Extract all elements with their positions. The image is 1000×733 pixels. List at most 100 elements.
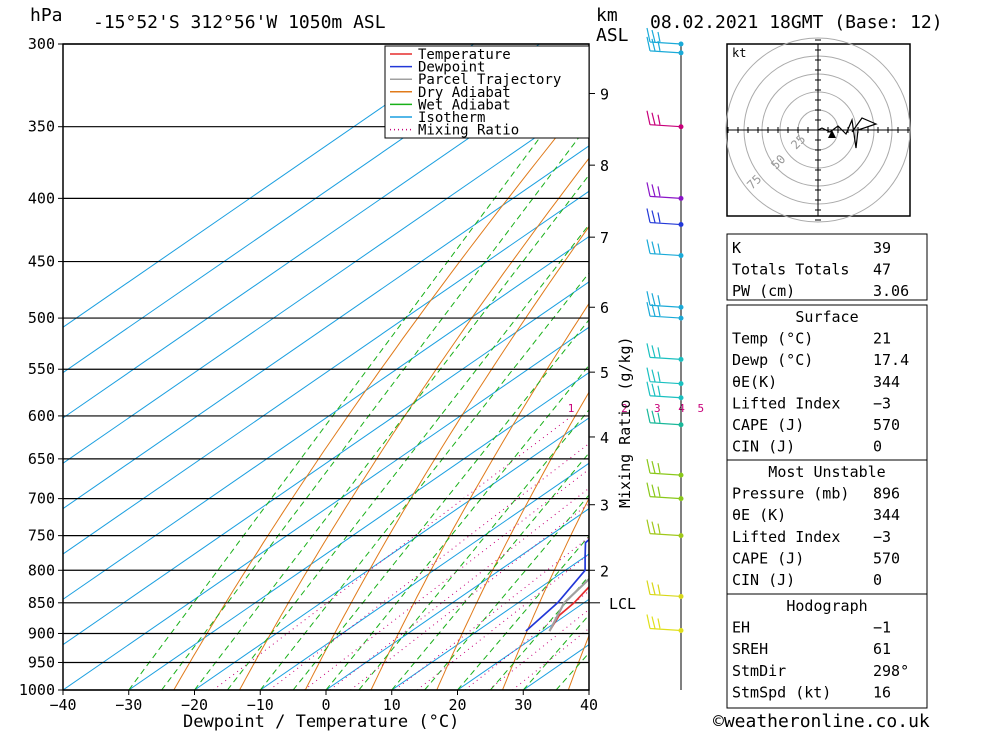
mixing-ratio-line xyxy=(213,415,573,690)
stat-value: 39 xyxy=(873,239,891,257)
stat-label: StmDir xyxy=(732,662,786,680)
isotherm-line xyxy=(63,99,589,464)
stat-label: StmSpd (kt) xyxy=(732,683,831,701)
wet-adiabat-line xyxy=(161,123,589,690)
stat-label: CAPE (J) xyxy=(732,549,804,567)
pressure-tick-label: 850 xyxy=(28,594,55,612)
legend-box xyxy=(384,45,590,139)
wet-adiabat-line xyxy=(128,70,589,690)
stat-value: 344 xyxy=(873,506,900,524)
isotherm-line xyxy=(63,190,589,555)
mixing-ratio-label: 5 xyxy=(698,402,705,415)
pressure-axis: 300 350 400 450 500 550 600 650 700 750 800 850 900 9… xyxy=(19,35,63,699)
wind-barb xyxy=(646,182,682,199)
stat-label: CIN (J) xyxy=(732,438,795,456)
isotherm-line xyxy=(259,462,589,690)
isotherm-line xyxy=(63,145,589,510)
stat-value: 47 xyxy=(873,261,891,279)
pressure-tick-label: 600 xyxy=(28,407,55,425)
wind-barb-dot xyxy=(678,304,684,310)
stat-label: Dewp (°C) xyxy=(732,351,813,369)
stat-label: θE (K) xyxy=(732,506,786,524)
stat-label: CIN (J) xyxy=(732,571,795,589)
stat-label: SREH xyxy=(732,640,768,658)
isotherm-line xyxy=(63,54,589,419)
wind-barb-dot xyxy=(678,50,684,56)
legend-label: Dewpoint xyxy=(418,60,485,76)
isotherm-line xyxy=(325,508,589,690)
stat-label: PW (cm) xyxy=(732,282,795,300)
wind-barb xyxy=(646,343,682,360)
isotherm-line xyxy=(128,371,589,690)
mixing-ratio-line xyxy=(416,553,589,690)
pressure-tick-label: 400 xyxy=(28,189,55,207)
stat-value: 0 xyxy=(873,571,882,589)
copyright: ©weatheronline.co.uk xyxy=(713,711,930,732)
km-tick-label: 4 xyxy=(600,429,609,447)
temperature-axis: −40 −30 −20 −10 0 10 20 30 40 xyxy=(49,690,598,714)
km-tick-label: 5 xyxy=(600,364,609,382)
hodograph-stats-box xyxy=(726,593,928,709)
mixing-ratio-line xyxy=(329,487,589,690)
mixing-ratio-line xyxy=(269,442,589,690)
wind-barb xyxy=(646,519,682,537)
wind-barb xyxy=(646,367,682,385)
asl-label: ASL xyxy=(596,25,629,46)
legend-label: Wet Adiabat xyxy=(418,97,511,113)
legend-label: Mixing Ratio xyxy=(418,123,519,139)
wind-barb xyxy=(646,239,682,257)
wind-barb-dot xyxy=(678,253,684,259)
indices-box xyxy=(726,233,928,301)
stat-label: Totals Totals xyxy=(732,261,849,279)
profile-series xyxy=(525,538,589,632)
stat-value: 16 xyxy=(873,683,891,701)
pressure-tick-label: 300 xyxy=(28,35,55,53)
km-axis: 2 3 4 5 6 7 8 9 LCL xyxy=(589,86,636,613)
pressure-tick-label: 1000 xyxy=(19,681,55,699)
stat-block-title: Hodograph xyxy=(786,597,867,615)
mixing-ratio-label: 1 xyxy=(568,402,575,415)
wind-barb-dot xyxy=(678,422,684,428)
location-title: -15°52'S 312°56'W 1050m ASL xyxy=(93,12,386,33)
pressure-tick-label: 350 xyxy=(28,118,55,136)
mixing-ratio-label: 4 xyxy=(678,402,685,415)
pressure-tick-label: 950 xyxy=(28,653,55,671)
wind-barb-dot xyxy=(678,41,684,47)
temperature-tick-label: −20 xyxy=(181,696,208,714)
temperature-tick-label: 30 xyxy=(514,696,532,714)
dry-adiabat-line xyxy=(239,157,589,690)
wet-adiabat-line xyxy=(259,272,589,690)
stat-value: 298° xyxy=(873,662,909,680)
isotherm-line xyxy=(63,44,474,328)
stat-label: EH xyxy=(732,619,750,637)
wind-barb-dot xyxy=(678,627,684,633)
isotherm-line xyxy=(63,281,589,646)
stat-label: Temp (°C) xyxy=(732,330,813,348)
legend-label: Temperature xyxy=(418,47,511,63)
stat-value: 344 xyxy=(873,373,900,391)
wet-adiabat-line xyxy=(325,364,589,690)
wind-barbs xyxy=(646,27,684,633)
wind-barb xyxy=(646,482,682,500)
stat-value: 896 xyxy=(873,485,900,503)
isotherm-line xyxy=(63,235,589,600)
dry-adiabat-line xyxy=(502,497,589,690)
storm-motion-marker xyxy=(828,130,836,138)
wind-barb-dot xyxy=(678,533,684,539)
stat-value: 570 xyxy=(873,416,900,434)
stat-value: −1 xyxy=(873,619,891,637)
temperature-tick-label: −10 xyxy=(247,696,274,714)
stat-label: CAPE (J) xyxy=(732,416,804,434)
km-tick-label: 8 xyxy=(600,157,609,175)
mixing-ratio-axis-label: Mixing Ratio (g/kg) xyxy=(616,336,634,508)
stat-value: −3 xyxy=(873,394,891,412)
mixing-ratio-line xyxy=(350,502,589,690)
stat-label: K xyxy=(732,239,741,257)
temperature-tick-label: −30 xyxy=(115,696,142,714)
wind-barb xyxy=(646,291,682,308)
wind-barb-dot xyxy=(678,195,684,201)
wind-barb-dot xyxy=(678,315,684,321)
wind-barb-dot xyxy=(678,124,684,130)
